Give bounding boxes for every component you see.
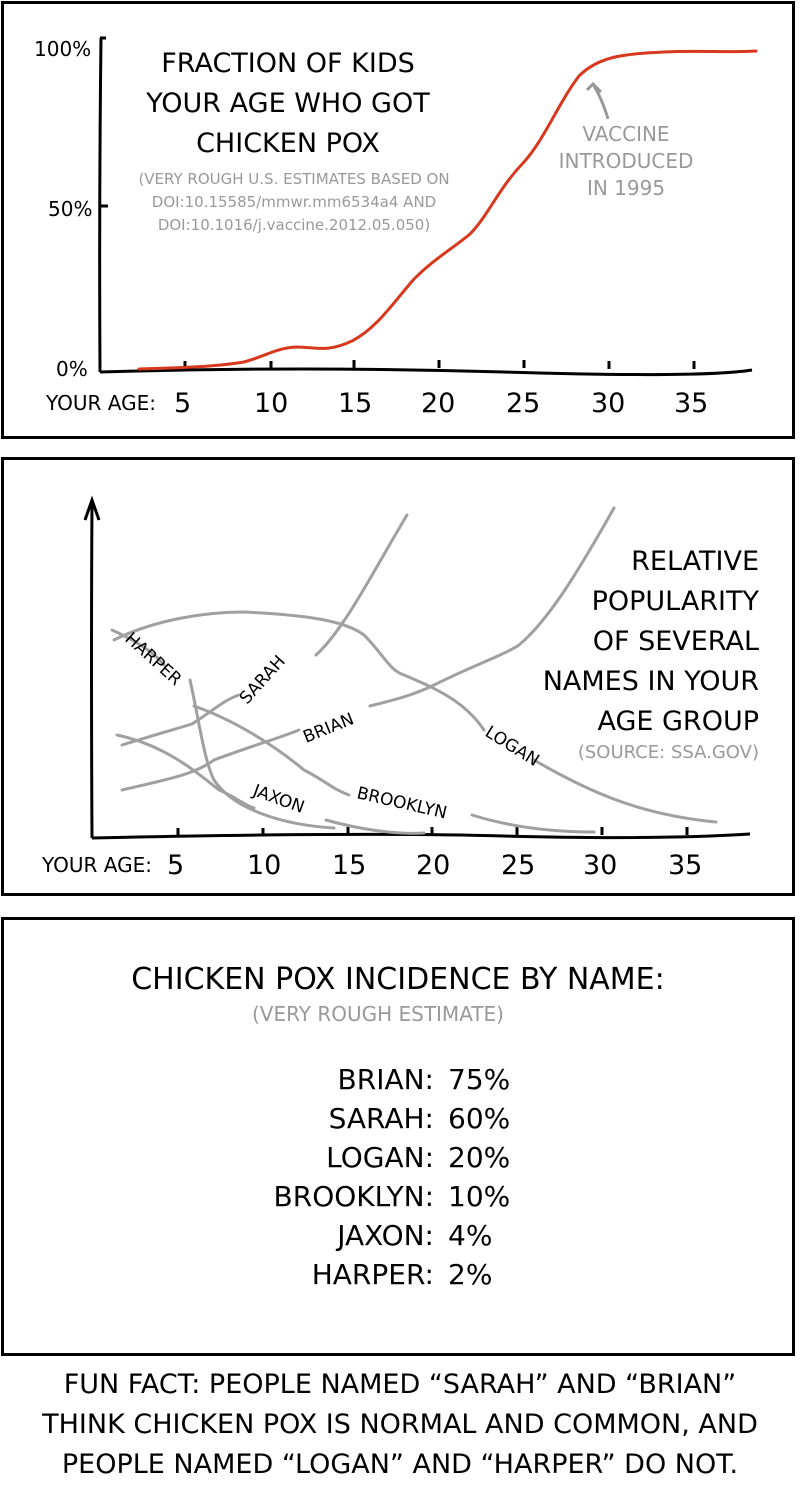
chart-subtitle-line: DOI:10.15585/mmwr.mm6534a4 AND (152, 193, 436, 211)
caption-line: FUN FACT: PEOPLE NAMED “SARAH” AND “BRIA… (63, 1369, 737, 1400)
chart-title-line: POPULARITY (592, 586, 760, 617)
table-row: BROOKLYN: 10% (4, 1177, 792, 1216)
table-row: HARPER: 2% (4, 1255, 792, 1294)
name-cell: BROOKLYN: (273, 1180, 434, 1213)
x-tick: 15 (338, 388, 372, 419)
x-tick: 25 (501, 850, 535, 881)
x-tick: 30 (583, 850, 617, 881)
chart-title-line: AGE GROUP (597, 706, 759, 737)
x-tick: 30 (591, 388, 625, 419)
name-popularity-panel: HARPER SARAH BRIAN JAXON BROOKLYN LOGAN … (1, 457, 795, 896)
vaccine-annotation: VACCINE (582, 122, 669, 146)
name-label-sarah: SARAH (236, 652, 290, 709)
logan-curve (112, 610, 718, 824)
incidence-by-name-panel: CHICKEN POX INCIDENCE BY NAME: (VERY ROU… (1, 917, 795, 1356)
chart-title-line: FRACTION OF KIDS (161, 48, 415, 79)
caption-line: THINK CHICKEN POX IS NORMAL AND COMMON, … (42, 1409, 758, 1440)
value-cell: 60% (448, 1102, 511, 1135)
chickenpox-fraction-chart: 100% 50% 0% YOUR AGE: 5 10 15 20 25 30 3… (34, 36, 758, 419)
x-tick: 20 (421, 388, 455, 419)
x-axis (91, 832, 751, 840)
vaccine-annotation: IN 1995 (587, 176, 665, 200)
name-cell: LOGAN: (326, 1141, 434, 1174)
x-tick: 35 (668, 850, 702, 881)
y-tick-50: 50% (48, 197, 92, 221)
name-cell: BRIAN: (337, 1063, 434, 1096)
table-row: JAXON: 4% (4, 1216, 792, 1255)
chart-title-line: YOUR AGE WHO GOT (145, 88, 430, 119)
x-tick: 15 (332, 850, 366, 881)
y-tick-0: 0% (56, 357, 88, 381)
x-tick: 5 (167, 850, 184, 881)
name-cell: HARPER: (311, 1258, 434, 1291)
chart-title-line: NAMES IN YOUR (543, 666, 759, 697)
brian-curve (120, 506, 616, 792)
value-cell: 2% (448, 1258, 493, 1291)
jaxon-curve (115, 733, 426, 835)
name-label-harper: HARPER (121, 629, 186, 690)
caption-line: PEOPLE NAMED “LOGAN” AND “HARPER” DO NOT… (61, 1449, 739, 1480)
table-row: SARAH: 60% (4, 1099, 792, 1138)
name-label-logan: LOGAN (481, 722, 542, 771)
x-ticks (176, 827, 689, 836)
chart-title-line: RELATIVE (631, 546, 759, 577)
x-tick: 5 (174, 388, 191, 419)
x-axis-label: YOUR AGE: (45, 391, 156, 415)
table-row: BRIAN: 75% (4, 1060, 792, 1099)
sarah-curve (120, 513, 409, 747)
chart-title-line: OF SEVERAL (593, 626, 759, 657)
value-cell: 4% (448, 1219, 493, 1252)
chart-subtitle-line: (VERY ROUGH U.S. ESTIMATES BASED ON (138, 170, 449, 188)
x-tick: 10 (247, 850, 281, 881)
name-cell: JAXON: (337, 1219, 434, 1252)
vaccine-arrow-icon (585, 81, 610, 120)
brooklyn-curve (192, 704, 596, 834)
harper-curve (110, 628, 336, 830)
value-cell: 75% (448, 1063, 511, 1096)
x-tick: 10 (254, 388, 288, 419)
chart-title-line: CHICKEN POX (196, 128, 380, 159)
y-tick-100: 100% (34, 37, 91, 61)
incidence-table: BRIAN: 75% SARAH: 60% LOGAN: 20% BROOKLYN: 1… (4, 1060, 792, 1294)
x-tick: 25 (506, 388, 540, 419)
chickenpox-fraction-panel: 100% 50% 0% YOUR AGE: 5 10 15 20 25 30 3… (1, 1, 795, 439)
chickenpox-curve (137, 49, 758, 371)
x-tick: 20 (416, 850, 450, 881)
x-ticks (183, 360, 696, 369)
incidence-title: CHICKEN POX INCIDENCE BY NAME: (131, 962, 665, 997)
fun-fact-caption: FUN FACT: PEOPLE NAMED “SARAH” AND “BRIA… (0, 1365, 800, 1485)
vaccine-annotation: INTRODUCED (559, 149, 694, 173)
chart-source: (SOURCE: SSA.GOV) (578, 742, 759, 763)
chart-subtitle-line: DOI:10.1016/j.vaccine.2012.05.050) (158, 216, 430, 234)
table-row: LOGAN: 20% (4, 1138, 792, 1177)
name-cell: SARAH: (328, 1102, 434, 1135)
name-popularity-chart: HARPER SARAH BRIAN JAXON BROOKLYN LOGAN … (41, 495, 760, 881)
x-axis (99, 367, 753, 377)
value-cell: 20% (448, 1141, 511, 1174)
value-cell: 10% (448, 1180, 511, 1213)
y-axis (98, 36, 108, 373)
y-axis-arrow (83, 495, 101, 839)
name-label-brooklyn: BROOKLYN (355, 783, 449, 823)
x-axis-label: YOUR AGE: (41, 853, 152, 877)
x-tick: 35 (674, 388, 708, 419)
name-label-brian: BRIAN (300, 709, 356, 747)
incidence-subtitle: (VERY ROUGH ESTIMATE) (252, 1002, 504, 1026)
